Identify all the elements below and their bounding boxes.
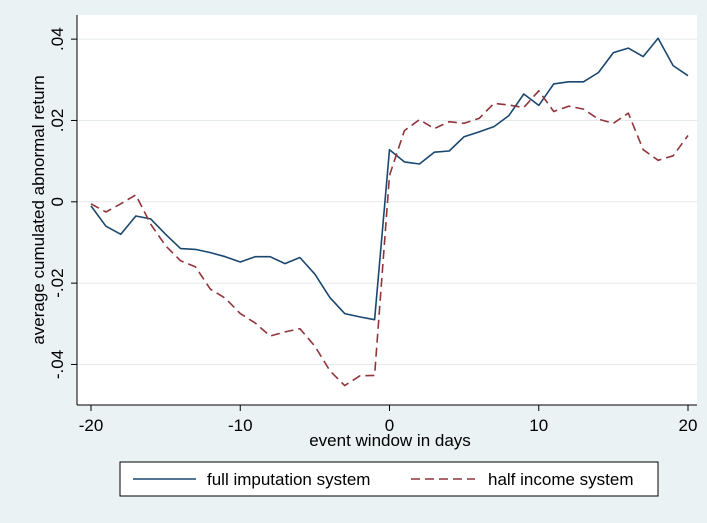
legend-label-full-imputation: full imputation system xyxy=(207,470,370,489)
y-tick-label: .04 xyxy=(48,27,67,51)
x-tick-label: -10 xyxy=(228,416,253,435)
y-tick-label: 0 xyxy=(48,197,67,206)
y-tick-label: -.02 xyxy=(48,268,67,297)
y-tick-label: .02 xyxy=(48,109,67,133)
x-axis-label: event window in days xyxy=(309,431,471,450)
x-tick-label: 20 xyxy=(679,416,698,435)
y-tick-label: -.04 xyxy=(48,350,67,379)
series-line-full-imputation xyxy=(90,37,689,321)
x-tick-label: 0 xyxy=(385,416,394,435)
legend-label-half-income: half income system xyxy=(488,470,634,489)
legend: full imputation system half income syste… xyxy=(119,461,659,497)
series-line-half-income xyxy=(90,90,689,387)
x-tick-label: 10 xyxy=(529,416,548,435)
legend-box xyxy=(119,461,659,497)
axis-layer: -.04 -.02 0 .02 .04 -20 -10 0 10 20 xyxy=(48,15,697,435)
y-axis-label: average cumulated abnormal return xyxy=(29,75,48,344)
series-layer xyxy=(90,37,689,387)
x-tick-label: -20 xyxy=(79,416,104,435)
